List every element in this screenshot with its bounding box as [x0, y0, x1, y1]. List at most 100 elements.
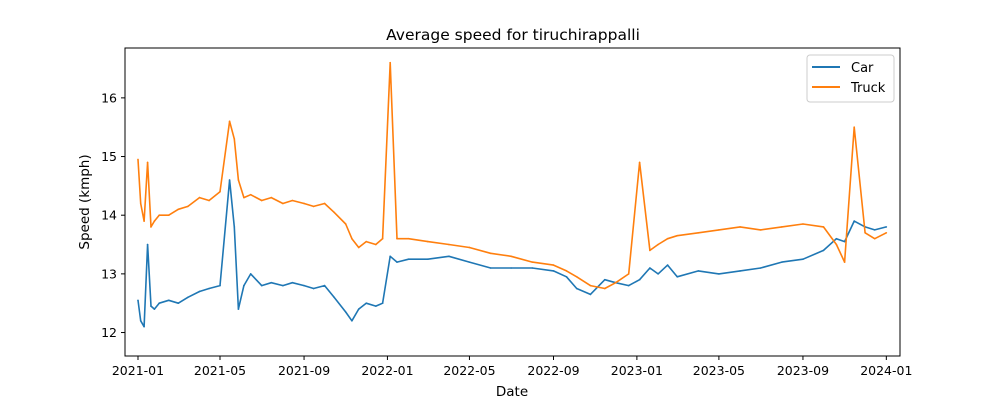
data-point-truck	[510, 255, 512, 258]
y-tick-label: 12	[101, 325, 117, 340]
data-point-truck	[843, 261, 846, 263]
data-point-truck	[208, 199, 210, 202]
data-point-car	[158, 302, 160, 305]
data-point-truck	[270, 196, 273, 199]
data-point-car	[396, 261, 398, 263]
data-point-car	[312, 287, 315, 290]
data-point-car	[510, 267, 512, 269]
data-point-truck	[873, 237, 876, 240]
data-point-car	[270, 281, 273, 284]
data-point-truck	[802, 223, 804, 225]
data-point-truck	[638, 161, 641, 164]
legend-label-car: Car	[851, 61, 874, 76]
data-point-truck	[260, 199, 263, 202]
data-point-truck	[150, 226, 152, 228]
data-point-truck	[835, 243, 838, 246]
data-point-truck	[649, 249, 651, 252]
series-line-car	[137, 179, 887, 328]
data-point-truck	[167, 214, 170, 216]
data-point-car	[260, 284, 263, 287]
data-point-truck	[396, 237, 398, 240]
x-tick-label: 2023-09	[777, 363, 829, 378]
data-point-car	[676, 276, 679, 278]
data-point-truck	[177, 208, 180, 211]
x-tick-label: 2023-05	[693, 363, 745, 378]
data-point-car	[153, 308, 156, 310]
data-point-car	[843, 240, 846, 243]
data-point-car	[333, 296, 335, 299]
data-point-truck	[448, 243, 450, 246]
data-point-car	[468, 261, 471, 263]
data-point-car	[853, 220, 856, 222]
data-point-car	[739, 270, 741, 272]
y-axis-ticks: 12 13 14 15 16	[101, 90, 125, 340]
data-point-car	[177, 302, 180, 305]
data-point-truck	[697, 232, 700, 234]
data-point-truck	[666, 237, 669, 240]
x-axis-label: Date	[496, 384, 528, 400]
data-point-car	[187, 296, 189, 299]
x-tick-label: 2021-01	[112, 363, 164, 378]
data-point-truck	[365, 240, 368, 243]
data-point-car	[575, 287, 578, 290]
data-point-truck	[291, 199, 294, 202]
data-point-truck	[489, 252, 492, 255]
data-point-truck	[228, 120, 231, 123]
data-point-car	[638, 278, 641, 281]
data-point-car	[143, 325, 145, 328]
data-point-truck	[718, 229, 720, 231]
chart-title: Average speed for tiruchirappalli	[386, 26, 640, 44]
data-point-truck	[389, 61, 391, 64]
data-point-car	[759, 267, 762, 269]
data-point-car	[531, 267, 534, 269]
data-point-truck	[143, 220, 145, 222]
data-point-car	[228, 179, 231, 181]
data-point-car	[718, 273, 720, 275]
data-point-truck	[198, 196, 201, 199]
data-point-car	[627, 284, 630, 287]
data-point-car	[198, 290, 201, 293]
y-tick-label: 13	[101, 266, 117, 281]
data-point-truck	[739, 226, 741, 228]
data-point-truck	[780, 226, 783, 228]
data-point-truck	[407, 237, 410, 240]
x-tick-label: 2021-05	[194, 363, 246, 378]
data-point-truck	[468, 246, 471, 249]
legend: Car Truck	[806, 54, 895, 103]
data-point-truck	[822, 226, 825, 228]
data-point-car	[357, 308, 360, 310]
x-tick-label: 2022-05	[443, 363, 495, 378]
data-point-truck	[312, 205, 315, 208]
data-point-car	[389, 255, 391, 258]
data-point-car	[603, 278, 606, 281]
data-point-car	[835, 237, 838, 240]
data-point-truck	[853, 126, 856, 128]
data-point-truck	[323, 202, 326, 205]
y-tick-label: 15	[101, 149, 117, 164]
data-point-truck	[375, 243, 377, 246]
data-point-truck	[233, 138, 236, 140]
data-point-truck	[333, 211, 335, 214]
data-point-car	[489, 267, 492, 269]
data-point-truck	[552, 264, 555, 266]
data-point-car	[589, 293, 592, 296]
data-point-truck	[187, 205, 189, 208]
data-point-car	[885, 226, 888, 228]
data-point-car	[780, 261, 783, 263]
data-point-car	[351, 320, 353, 322]
data-point-car	[407, 258, 410, 261]
data-point-truck	[139, 202, 142, 205]
data-point-truck	[158, 214, 160, 216]
data-point-car	[237, 308, 240, 310]
data-point-truck	[575, 276, 578, 278]
x-tick-label: 2024-01	[860, 363, 912, 378]
data-point-truck	[676, 234, 679, 237]
x-tick-label: 2022-01	[361, 363, 413, 378]
data-point-truck	[589, 284, 592, 287]
data-point-truck	[627, 273, 630, 275]
data-point-car	[873, 229, 876, 231]
data-point-truck	[249, 193, 252, 196]
data-point-truck	[137, 158, 139, 161]
